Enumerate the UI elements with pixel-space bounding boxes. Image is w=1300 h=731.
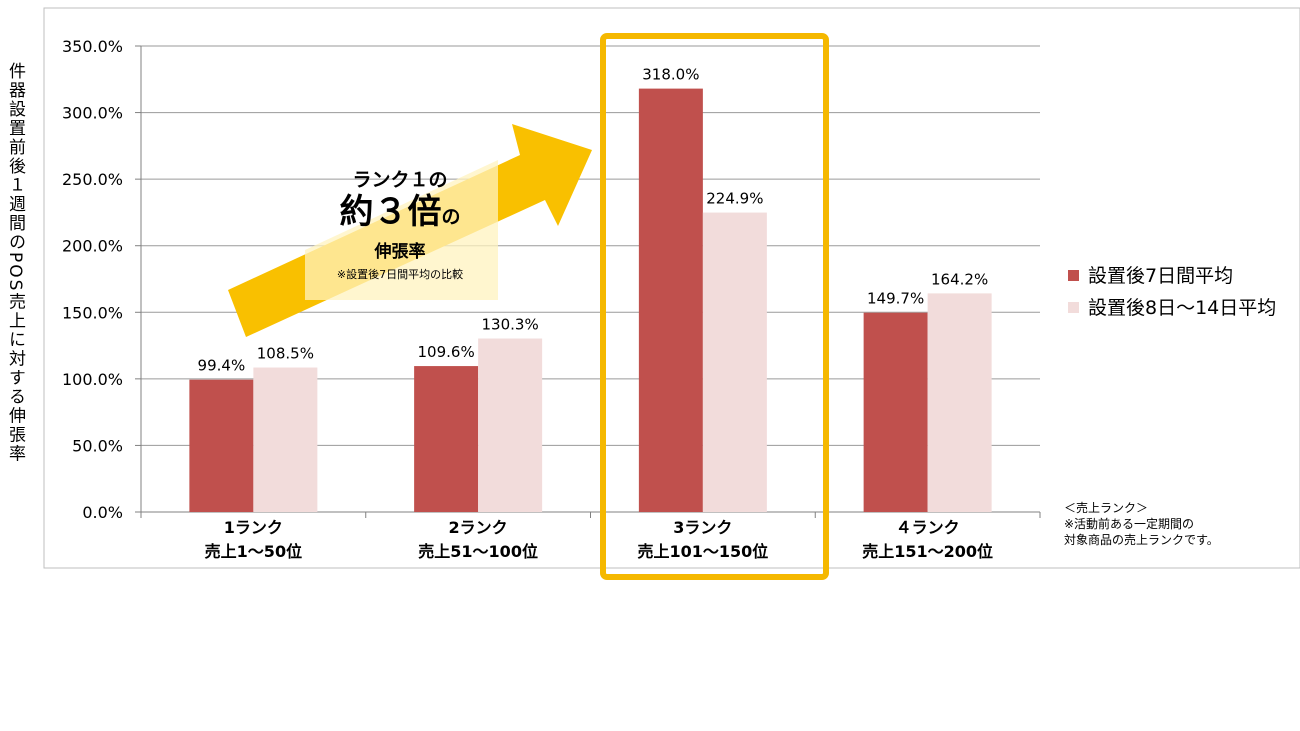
callout-line3: 伸張率 [374,242,426,262]
bar [478,338,543,512]
bar [253,367,318,512]
y-tick-label: 0.0% [82,503,123,522]
axes: 0.0% 50.0% 100.0% 150.0% 200.0% 250.0% 300.0% 3… [62,37,1041,522]
data-labels: 99.4% 108.5% 109.6% 130.3% 318.0% 224.9% 149.7… [198,66,989,375]
legend-label: 設置後8日～14日平均 [1088,297,1276,319]
bar-series [189,88,992,513]
data-label: 318.0% [642,66,699,84]
category-sublabel: 売上1～50位 [205,542,302,561]
data-label: 99.4% [198,357,246,375]
callout-emphasis: 約３倍 [339,192,442,232]
data-label: 108.5% [257,345,314,363]
rank-note-title: ＜売上ランク＞ [1064,501,1149,515]
category-label: 1ランク [224,518,283,537]
rank-note: ＜売上ランク＞ ※活動前ある一定期間の 対象商品の売上ランクです。 [1064,500,1219,548]
y-tick-label: 100.0% [62,370,123,389]
legend-label: 設置後7日間平均 [1088,265,1233,287]
data-label: 130.3% [482,316,539,334]
bar [638,88,703,512]
y-tick-label: 250.0% [62,170,123,189]
legend-swatch [1068,270,1079,281]
callout-footnote: ※設置後7日間平均の比較 [336,268,464,281]
callout-line2: 約３倍の [300,192,500,237]
callout-emphasis-suffix: の [441,206,461,228]
arrow-highlight [305,160,498,300]
bar [414,366,479,512]
category-label: ４ランク [896,518,960,537]
y-tick-label: 350.0% [62,37,123,56]
data-label: 224.9% [706,190,763,208]
category-sublabel: 売上51～100位 [418,542,538,561]
callout-line1: ランク１の [352,169,448,191]
highlight-box [600,33,829,580]
bar [927,293,992,512]
bar [702,212,767,513]
y-tick-label: 50.0% [72,436,123,455]
bar [863,312,928,512]
y-tick-label: 300.0% [62,104,123,123]
category-sublabel: 売上101～150位 [637,542,768,561]
category-label: 3ランク [673,518,732,537]
plot-frame [43,7,1300,569]
bar [189,379,254,512]
data-label: 164.2% [931,270,988,288]
callout: ランク１の 約３倍の 伸張率 ※設置後7日間平均の比較 [300,165,500,282]
data-label: 109.6% [418,343,475,361]
y-axis-label: 件器設置前後１週間のPOS売上に対する伸張率 [5,62,25,464]
category-sublabel: 売上151～200位 [862,542,993,561]
y-tick-label: 150.0% [62,303,123,322]
rank-note-line2: ※活動前ある一定期間の [1064,517,1195,531]
trend-arrow [228,124,592,337]
y-tick-label: 200.0% [62,237,123,256]
data-label: 149.7% [867,290,924,308]
category-label: 2ランク [449,518,508,537]
legend-swatch [1068,302,1079,313]
rank-note-line3: 対象商品の売上ランクです。 [1064,533,1219,547]
